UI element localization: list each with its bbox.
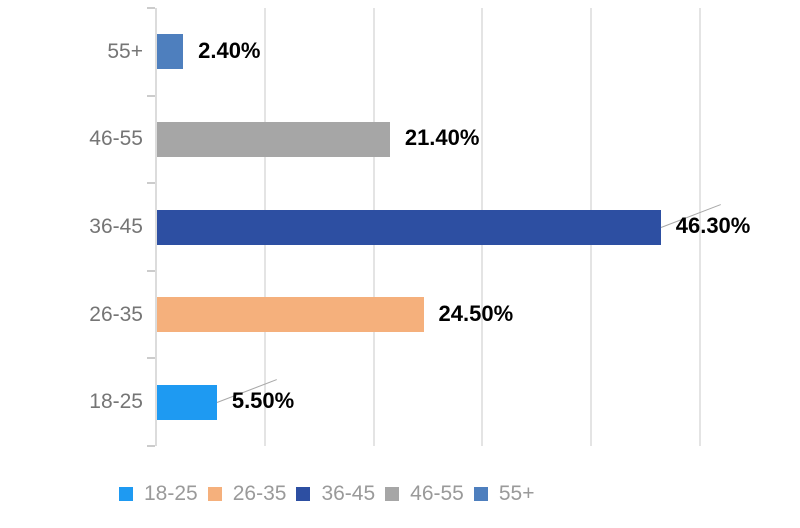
value-label: 24.50% <box>438 300 514 326</box>
plot-area: 55+ 2.40% 46-55 21.40% 36-45 46.30% 26-35 24.50… <box>89 7 751 447</box>
legend-swatch <box>473 487 488 501</box>
category-label: 18-25 <box>89 390 143 414</box>
legend-label: 46-55 <box>410 482 464 505</box>
category-label: 55+ <box>107 39 143 63</box>
legend-item-18-25[interactable]: 18-25 <box>119 483 198 505</box>
value-label: 2.40% <box>198 37 261 63</box>
legend-item-26-35[interactable]: 26-35 <box>207 482 287 505</box>
bar-46-55[interactable] <box>157 121 390 157</box>
legend-swatch <box>385 487 400 501</box>
legend-swatch <box>207 487 222 501</box>
axis-tick <box>147 269 155 272</box>
axis-tick <box>147 357 155 360</box>
category-label: 36-45 <box>89 215 143 238</box>
category-label: 46-55 <box>89 127 143 151</box>
legend-swatch <box>296 487 311 501</box>
gridline <box>699 8 701 446</box>
value-label: 46.30% <box>675 213 751 238</box>
legend-item-46-55[interactable]: 46-55 <box>385 483 464 505</box>
bar-36-45[interactable] <box>157 209 661 245</box>
bar-18-25[interactable] <box>157 384 217 420</box>
axis-tick <box>147 7 155 9</box>
category-label: 26-35 <box>89 302 143 326</box>
legend-label: 26-35 <box>232 482 287 505</box>
y-axis-line <box>155 8 157 446</box>
legend-label: 18-25 <box>144 482 198 505</box>
legend-item-55[interactable]: 55+ <box>473 482 535 505</box>
legend-swatch <box>119 487 133 501</box>
legend-label: 55+ <box>498 482 535 505</box>
bar-26-35[interactable] <box>157 297 424 333</box>
axis-tick <box>147 94 155 97</box>
legend-item-36-45[interactable]: 36-45 <box>296 483 375 505</box>
value-label: 5.50% <box>231 388 295 414</box>
bar-55[interactable] <box>157 34 184 70</box>
legend-label: 36-45 <box>321 482 376 505</box>
value-label: 21.40% <box>404 125 480 151</box>
chart-legend: 18-25 26-35 36-45 46-55 55+ <box>119 483 545 505</box>
axis-tick <box>147 445 155 447</box>
axis-tick <box>147 182 155 185</box>
